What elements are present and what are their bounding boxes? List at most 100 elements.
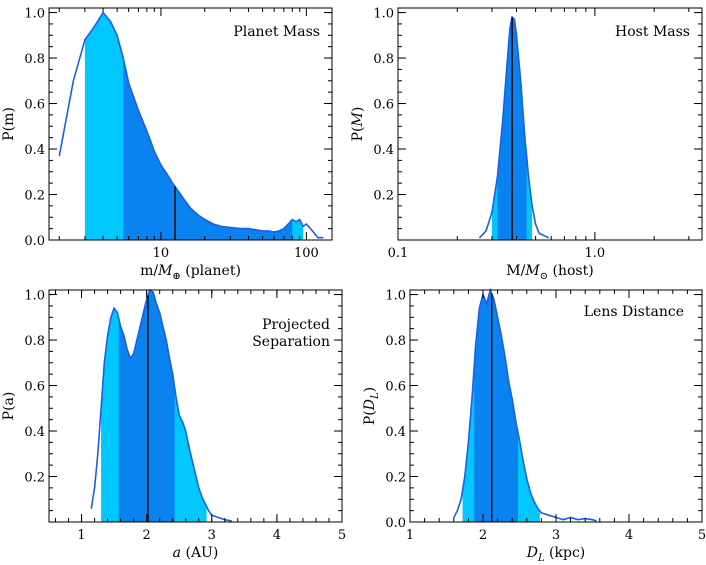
data-point xyxy=(126,348,128,350)
panel-title: Host Mass xyxy=(615,24,690,40)
data-point xyxy=(522,460,524,462)
y-tick-label: 0.8 xyxy=(373,52,394,67)
data-point xyxy=(311,230,313,232)
data-point xyxy=(562,519,564,521)
data-point xyxy=(537,507,539,509)
data-point xyxy=(239,228,241,230)
data-point xyxy=(178,414,180,416)
data-point xyxy=(194,473,197,475)
x-tick-label: 5 xyxy=(698,528,706,543)
data-point xyxy=(201,496,203,498)
data-point xyxy=(204,503,206,505)
data-point xyxy=(90,507,92,509)
data-point xyxy=(531,205,533,207)
data-point xyxy=(278,230,280,232)
data-point xyxy=(212,223,215,225)
x-tick-label: 100 xyxy=(294,246,319,261)
y-tick-label: 0.4 xyxy=(24,143,45,158)
data-point xyxy=(513,18,516,20)
data-point xyxy=(456,510,458,512)
band-68-percent xyxy=(474,290,518,522)
data-point xyxy=(166,173,168,175)
data-point xyxy=(162,325,164,327)
y-tick-label: 1.0 xyxy=(24,7,45,22)
data-point xyxy=(146,130,148,132)
data-point xyxy=(273,231,275,233)
y-tick-label: 0.2 xyxy=(24,189,45,204)
data-point xyxy=(207,510,210,512)
y-tick-label: 0.6 xyxy=(24,380,45,395)
band-95-percent xyxy=(84,12,304,240)
data-point xyxy=(464,475,466,478)
data-point xyxy=(518,439,521,441)
x-tick-label: 5 xyxy=(338,528,346,543)
data-point xyxy=(493,298,495,300)
x-tick-label: 4 xyxy=(273,528,281,543)
x-tick-label: 1 xyxy=(77,528,85,543)
data-point xyxy=(107,334,109,337)
plot-frame xyxy=(48,289,343,523)
plot-frame xyxy=(397,7,703,241)
data-point xyxy=(181,196,183,198)
data-point xyxy=(136,339,138,341)
data-point xyxy=(146,298,148,300)
x-tick-label: 3 xyxy=(208,528,216,543)
data-point xyxy=(191,460,193,462)
data-point xyxy=(137,109,139,111)
y-tick-label: 0.4 xyxy=(385,425,406,440)
data-point xyxy=(322,237,324,239)
data-point xyxy=(520,80,522,82)
data-point xyxy=(103,362,105,364)
data-point xyxy=(283,228,285,230)
x-tick-label: 1.0 xyxy=(585,246,606,261)
data-point xyxy=(110,316,112,318)
plot-frame xyxy=(48,7,333,241)
data-point xyxy=(255,229,257,231)
y-axis-label: P(DL) xyxy=(362,387,381,425)
data-point xyxy=(535,223,537,225)
data-point xyxy=(491,212,493,214)
data-point xyxy=(94,487,96,489)
data-point xyxy=(460,498,462,500)
data-point xyxy=(181,421,184,423)
y-tick-label: 1.0 xyxy=(373,7,394,22)
panel-lens-distance: 1 2 3 4 5 0.0 0.2 0.4 0.6 0.8 1.0 Lens Distance DL (… xyxy=(362,287,706,564)
data-point xyxy=(139,325,141,327)
distribution-line xyxy=(58,11,323,239)
data-point xyxy=(116,34,118,36)
y-tick-label: 0.8 xyxy=(24,334,45,349)
x-tick-label: 0.1 xyxy=(388,246,409,261)
data-point xyxy=(120,325,122,327)
data-point xyxy=(268,230,270,232)
data-point xyxy=(172,373,174,375)
data-point xyxy=(317,237,319,239)
y-tick-label: 0.6 xyxy=(385,380,406,395)
data-point xyxy=(197,214,199,216)
data-point xyxy=(159,312,161,314)
data-point xyxy=(515,34,518,36)
data-point xyxy=(302,225,304,227)
data-point xyxy=(479,237,481,239)
data-point xyxy=(102,11,104,14)
y-tick-label: 1.0 xyxy=(385,289,406,304)
panel-title: Projected xyxy=(262,317,330,333)
y-axis-label: P(M) xyxy=(350,107,366,142)
panel-planet-mass: 10 100 0.0 0.2 0.4 0.6 0.8 1.0 Planet Mass m/M⊕ (… xyxy=(1,7,333,282)
data-point xyxy=(262,230,264,232)
y-tick-label: 0.2 xyxy=(385,471,406,486)
data-point xyxy=(97,453,99,455)
band-68-percent xyxy=(118,290,175,522)
panel-title-line2: Separation xyxy=(252,334,330,350)
data-point xyxy=(540,512,543,514)
y-tick-label: 0.0 xyxy=(385,516,406,531)
y-tick-label: 0.6 xyxy=(24,98,45,113)
data-point xyxy=(247,228,250,230)
data-point xyxy=(511,398,513,400)
x-tick-label: 2 xyxy=(479,528,487,543)
x-tick-label: 2 xyxy=(143,528,151,543)
x-axis-label: m/M⊕ (planet) xyxy=(140,263,241,282)
y-tick-label: 0.4 xyxy=(24,425,45,440)
y-tick-label: 0.8 xyxy=(385,334,406,349)
y-tick-label: 0.2 xyxy=(373,189,394,204)
